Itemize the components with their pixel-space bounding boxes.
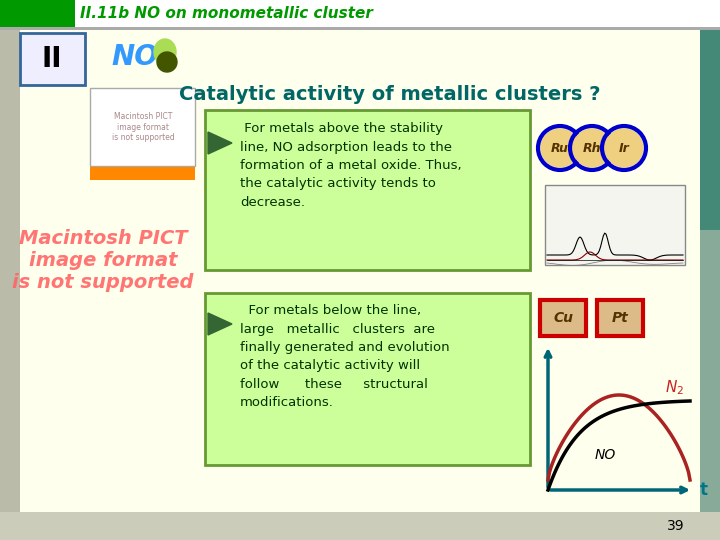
Text: Pt: Pt	[611, 311, 629, 325]
Circle shape	[573, 129, 611, 167]
FancyBboxPatch shape	[540, 300, 586, 336]
Text: Ir: Ir	[618, 141, 629, 154]
Text: t: t	[700, 481, 708, 499]
Text: Cu: Cu	[553, 311, 573, 325]
FancyBboxPatch shape	[700, 30, 720, 230]
Text: $N_2$: $N_2$	[665, 379, 684, 397]
Ellipse shape	[154, 39, 176, 65]
FancyBboxPatch shape	[205, 293, 530, 465]
Text: For metals above the stability
line, NO adsorption leads to the
formation of a m: For metals above the stability line, NO …	[240, 122, 462, 209]
Text: Catalytic activity of metallic clusters ?: Catalytic activity of metallic clusters …	[179, 85, 600, 105]
FancyBboxPatch shape	[597, 300, 643, 336]
FancyBboxPatch shape	[205, 110, 530, 270]
Text: Macintosh PICT
image format
is not supported: Macintosh PICT image format is not suppo…	[112, 112, 174, 142]
Text: NO: NO	[112, 43, 158, 71]
Polygon shape	[208, 313, 232, 335]
Text: II.11b NO on monometallic cluster: II.11b NO on monometallic cluster	[80, 6, 373, 22]
FancyBboxPatch shape	[0, 27, 720, 30]
Text: Macintosh PICT
image format
is not supported: Macintosh PICT image format is not suppo…	[12, 228, 194, 292]
FancyBboxPatch shape	[90, 167, 195, 180]
Polygon shape	[208, 132, 232, 154]
Text: Ru: Ru	[551, 141, 569, 154]
Circle shape	[541, 129, 579, 167]
FancyBboxPatch shape	[0, 0, 720, 28]
FancyBboxPatch shape	[20, 33, 85, 85]
Text: II: II	[42, 45, 62, 73]
Text: Rh: Rh	[582, 141, 601, 154]
Text: NO: NO	[595, 448, 616, 462]
FancyBboxPatch shape	[545, 185, 685, 265]
FancyBboxPatch shape	[0, 30, 20, 512]
FancyBboxPatch shape	[90, 88, 195, 166]
Text: 39: 39	[667, 519, 685, 533]
FancyBboxPatch shape	[0, 0, 75, 28]
Text: For metals below the line,
large   metallic   clusters  are
finally generated an: For metals below the line, large metalli…	[240, 304, 449, 409]
Circle shape	[157, 52, 177, 72]
FancyBboxPatch shape	[0, 512, 720, 540]
FancyBboxPatch shape	[700, 230, 720, 512]
Circle shape	[605, 129, 643, 167]
